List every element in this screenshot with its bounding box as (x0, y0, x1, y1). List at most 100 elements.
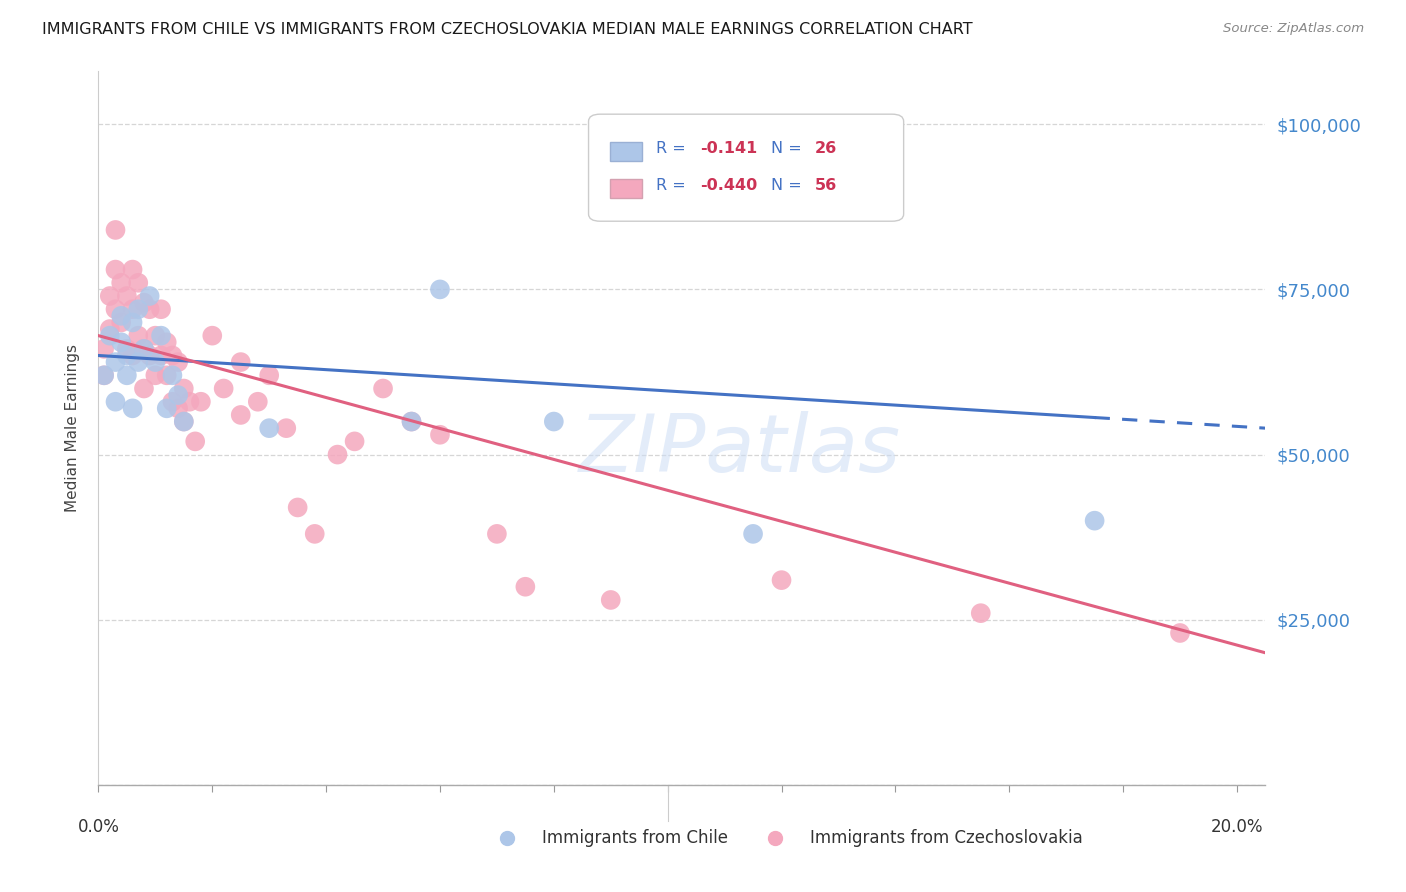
Point (127, 355, 149, 369)
Text: -0.440: -0.440 (700, 178, 758, 193)
Point (371, 382, 394, 396)
Point (515, 580, 537, 594)
Point (104, 355, 127, 369)
Point (287, 500, 309, 515)
Point (110, 276, 132, 290)
Point (257, 421, 280, 435)
Point (110, 335, 132, 350)
Point (127, 276, 149, 290)
Text: ZIPatlas: ZIPatlas (579, 410, 901, 489)
Point (401, 415, 423, 429)
Point (304, 527, 326, 541)
Point (132, 382, 155, 396)
Point (167, 355, 190, 369)
Point (343, 434, 366, 449)
Point (599, 593, 621, 607)
Point (485, 527, 508, 541)
Point (98, 289, 121, 303)
Point (970, 606, 993, 620)
Point (93, 368, 115, 383)
Point (104, 394, 127, 409)
Text: -0.141: -0.141 (700, 141, 758, 156)
Point (156, 401, 179, 416)
Point (93, 368, 115, 383)
Point (121, 401, 143, 416)
Point (429, 282, 451, 296)
Text: 56: 56 (815, 178, 837, 193)
Point (110, 315, 132, 329)
Point (143, 355, 166, 369)
Point (401, 415, 423, 429)
Text: Source: ZipAtlas.com: Source: ZipAtlas.com (1223, 22, 1364, 36)
Point (167, 388, 190, 402)
Point (190, 394, 212, 409)
Point (115, 349, 138, 363)
Text: Immigrants from Czechoslovakia: Immigrants from Czechoslovakia (810, 830, 1083, 847)
Point (257, 368, 280, 383)
Point (179, 394, 201, 409)
Point (138, 302, 160, 317)
Point (121, 349, 143, 363)
Point (104, 302, 127, 317)
Point (543, 415, 565, 429)
Point (138, 349, 160, 363)
Point (173, 415, 195, 429)
Point (150, 302, 173, 317)
FancyBboxPatch shape (610, 142, 643, 161)
Text: N =: N = (770, 178, 807, 193)
Text: R =: R = (657, 178, 692, 193)
Point (138, 289, 160, 303)
Point (132, 342, 155, 356)
Point (98, 328, 121, 343)
FancyBboxPatch shape (589, 114, 904, 221)
Point (173, 382, 195, 396)
Point (110, 309, 132, 323)
Point (162, 368, 184, 383)
Point (93, 342, 115, 356)
Point (127, 328, 149, 343)
FancyBboxPatch shape (610, 179, 643, 198)
Point (229, 408, 252, 422)
Point (229, 355, 252, 369)
Point (104, 223, 127, 237)
Point (115, 368, 138, 383)
Text: 26: 26 (815, 141, 837, 156)
Point (246, 394, 269, 409)
Point (173, 415, 195, 429)
Point (143, 328, 166, 343)
Text: R =: R = (657, 141, 692, 156)
Point (150, 328, 173, 343)
Point (162, 349, 184, 363)
Point (212, 382, 235, 396)
Point (429, 427, 451, 442)
Text: 0.0%: 0.0% (77, 818, 120, 836)
Point (1168, 626, 1191, 640)
Point (276, 421, 298, 435)
Point (742, 527, 765, 541)
Point (132, 342, 155, 356)
Text: N =: N = (770, 141, 807, 156)
Text: 20.0%: 20.0% (1211, 818, 1263, 836)
Point (184, 434, 207, 449)
Point (143, 368, 166, 383)
Point (156, 335, 179, 350)
Point (121, 262, 143, 277)
Point (156, 368, 179, 383)
Point (98, 322, 121, 336)
Point (201, 328, 224, 343)
Point (127, 302, 149, 317)
Point (115, 289, 138, 303)
Point (121, 315, 143, 329)
Point (770, 573, 793, 587)
Point (104, 262, 127, 277)
Text: IMMIGRANTS FROM CHILE VS IMMIGRANTS FROM CZECHOSLOVAKIA MEDIAN MALE EARNINGS COR: IMMIGRANTS FROM CHILE VS IMMIGRANTS FROM… (42, 22, 973, 37)
Point (162, 394, 184, 409)
Point (150, 349, 173, 363)
Point (132, 295, 155, 310)
Point (121, 302, 143, 317)
Point (167, 401, 190, 416)
Point (1084, 514, 1107, 528)
Point (326, 448, 349, 462)
Y-axis label: Median Male Earnings: Median Male Earnings (65, 344, 80, 512)
Text: Immigrants from Chile: Immigrants from Chile (541, 830, 728, 847)
